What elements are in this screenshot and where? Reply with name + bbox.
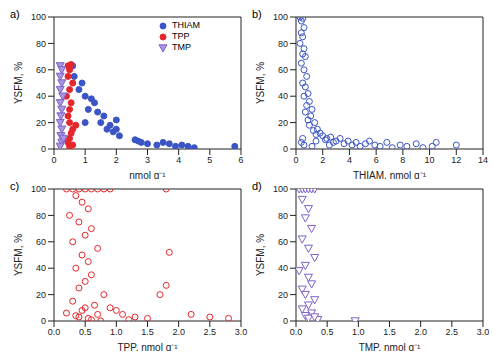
svg-text:2.5: 2.5 <box>446 327 459 337</box>
svg-text:100: 100 <box>31 12 46 22</box>
svg-text:80: 80 <box>278 39 288 49</box>
svg-text:4: 4 <box>176 155 181 165</box>
svg-text:YSFM, %: YSFM, % <box>13 233 24 275</box>
svg-text:2.0: 2.0 <box>414 327 427 337</box>
svg-text:0: 0 <box>283 316 288 326</box>
svg-text:60: 60 <box>36 65 46 75</box>
svg-text:40: 40 <box>278 263 288 273</box>
svg-text:YSFM, %: YSFM, % <box>255 233 266 275</box>
html-text:TMP: TMP <box>172 42 191 52</box>
svg-text:1: 1 <box>83 155 88 165</box>
svg-text:TPP, nmol g⁻¹: TPP, nmol g⁻¹ <box>117 342 178 351</box>
svg-text:1.0: 1.0 <box>352 327 365 337</box>
svg-text:2: 2 <box>320 155 325 165</box>
svg-text:20: 20 <box>36 118 46 128</box>
svg-text:20: 20 <box>36 289 46 299</box>
html-text:a): a) <box>10 8 20 20</box>
svg-text:2.0: 2.0 <box>172 327 185 337</box>
svg-text:6: 6 <box>374 155 379 165</box>
svg-text:0: 0 <box>283 144 288 154</box>
svg-text:80: 80 <box>36 39 46 49</box>
svg-text:40: 40 <box>36 263 46 273</box>
svg-text:40: 40 <box>278 91 288 101</box>
svg-text:0.5: 0.5 <box>321 327 334 337</box>
svg-text:100: 100 <box>273 184 288 194</box>
svg-text:0: 0 <box>41 144 46 154</box>
svg-text:20: 20 <box>278 118 288 128</box>
svg-text:nmol g⁻¹: nmol g⁻¹ <box>129 170 166 179</box>
svg-text:3.0: 3.0 <box>477 327 490 337</box>
svg-text:14: 14 <box>478 155 488 165</box>
svg-text:60: 60 <box>278 65 288 75</box>
svg-text:THIAM, nmol g⁻¹: THIAM, nmol g⁻¹ <box>353 170 427 179</box>
svg-text:1.5: 1.5 <box>141 327 154 337</box>
svg-text:40: 40 <box>36 91 46 101</box>
svg-text:YSFM, %: YSFM, % <box>255 62 266 104</box>
svg-text:2.5: 2.5 <box>204 327 217 337</box>
svg-text:10: 10 <box>425 155 435 165</box>
html-text:THIAM: THIAM <box>172 20 200 30</box>
svg-text:0.5: 0.5 <box>79 327 92 337</box>
svg-text:60: 60 <box>278 236 288 246</box>
svg-text:12: 12 <box>451 155 461 165</box>
svg-text:0: 0 <box>293 155 298 165</box>
svg-text:1.0: 1.0 <box>110 327 123 337</box>
html-text:d): d) <box>252 179 262 192</box>
svg-text:80: 80 <box>278 210 288 220</box>
svg-text:0.0: 0.0 <box>290 327 303 337</box>
svg-text:20: 20 <box>278 289 288 299</box>
svg-text:100: 100 <box>273 12 288 22</box>
svg-text:0: 0 <box>51 155 56 165</box>
svg-text:3: 3 <box>145 155 150 165</box>
svg-text:8: 8 <box>400 155 405 165</box>
svg-text:60: 60 <box>36 236 46 246</box>
svg-text:4: 4 <box>347 155 352 165</box>
svg-text:100: 100 <box>31 184 46 194</box>
svg-text:5: 5 <box>207 155 212 165</box>
svg-text:YSFM, %: YSFM, % <box>13 62 24 104</box>
svg-text:1.5: 1.5 <box>383 327 396 337</box>
html-text:b): b) <box>252 8 262 20</box>
svg-text:2: 2 <box>114 155 119 165</box>
svg-text:6: 6 <box>238 155 243 165</box>
svg-text:TMP, nmol g⁻¹: TMP, nmol g⁻¹ <box>359 342 421 351</box>
html-text:TPP: TPP <box>172 31 190 41</box>
svg-text:80: 80 <box>36 210 46 220</box>
svg-text:0: 0 <box>41 316 46 326</box>
svg-text:0.0: 0.0 <box>48 327 61 337</box>
svg-text:3.0: 3.0 <box>235 327 248 337</box>
html-text:c): c) <box>10 179 20 192</box>
